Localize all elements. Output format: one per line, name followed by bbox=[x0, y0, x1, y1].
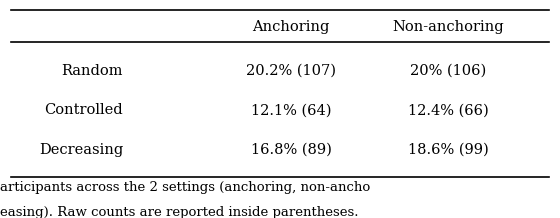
Text: Anchoring: Anchoring bbox=[253, 20, 330, 34]
Text: Controlled: Controlled bbox=[45, 103, 123, 117]
Text: 12.1% (64): 12.1% (64) bbox=[251, 103, 332, 117]
Text: easing). Raw counts are reported inside parentheses.: easing). Raw counts are reported inside … bbox=[0, 206, 358, 218]
Text: Decreasing: Decreasing bbox=[39, 143, 123, 157]
Text: 20.2% (107): 20.2% (107) bbox=[246, 64, 336, 78]
Text: articipants across the 2 settings (anchoring, non-ancho: articipants across the 2 settings (ancho… bbox=[0, 181, 370, 194]
Text: Random: Random bbox=[62, 64, 123, 78]
Text: 12.4% (66): 12.4% (66) bbox=[408, 103, 488, 117]
Text: Non-anchoring: Non-anchoring bbox=[392, 20, 504, 34]
Text: 16.8% (89): 16.8% (89) bbox=[251, 143, 332, 157]
Text: 20% (106): 20% (106) bbox=[410, 64, 486, 78]
Text: 18.6% (99): 18.6% (99) bbox=[408, 143, 488, 157]
